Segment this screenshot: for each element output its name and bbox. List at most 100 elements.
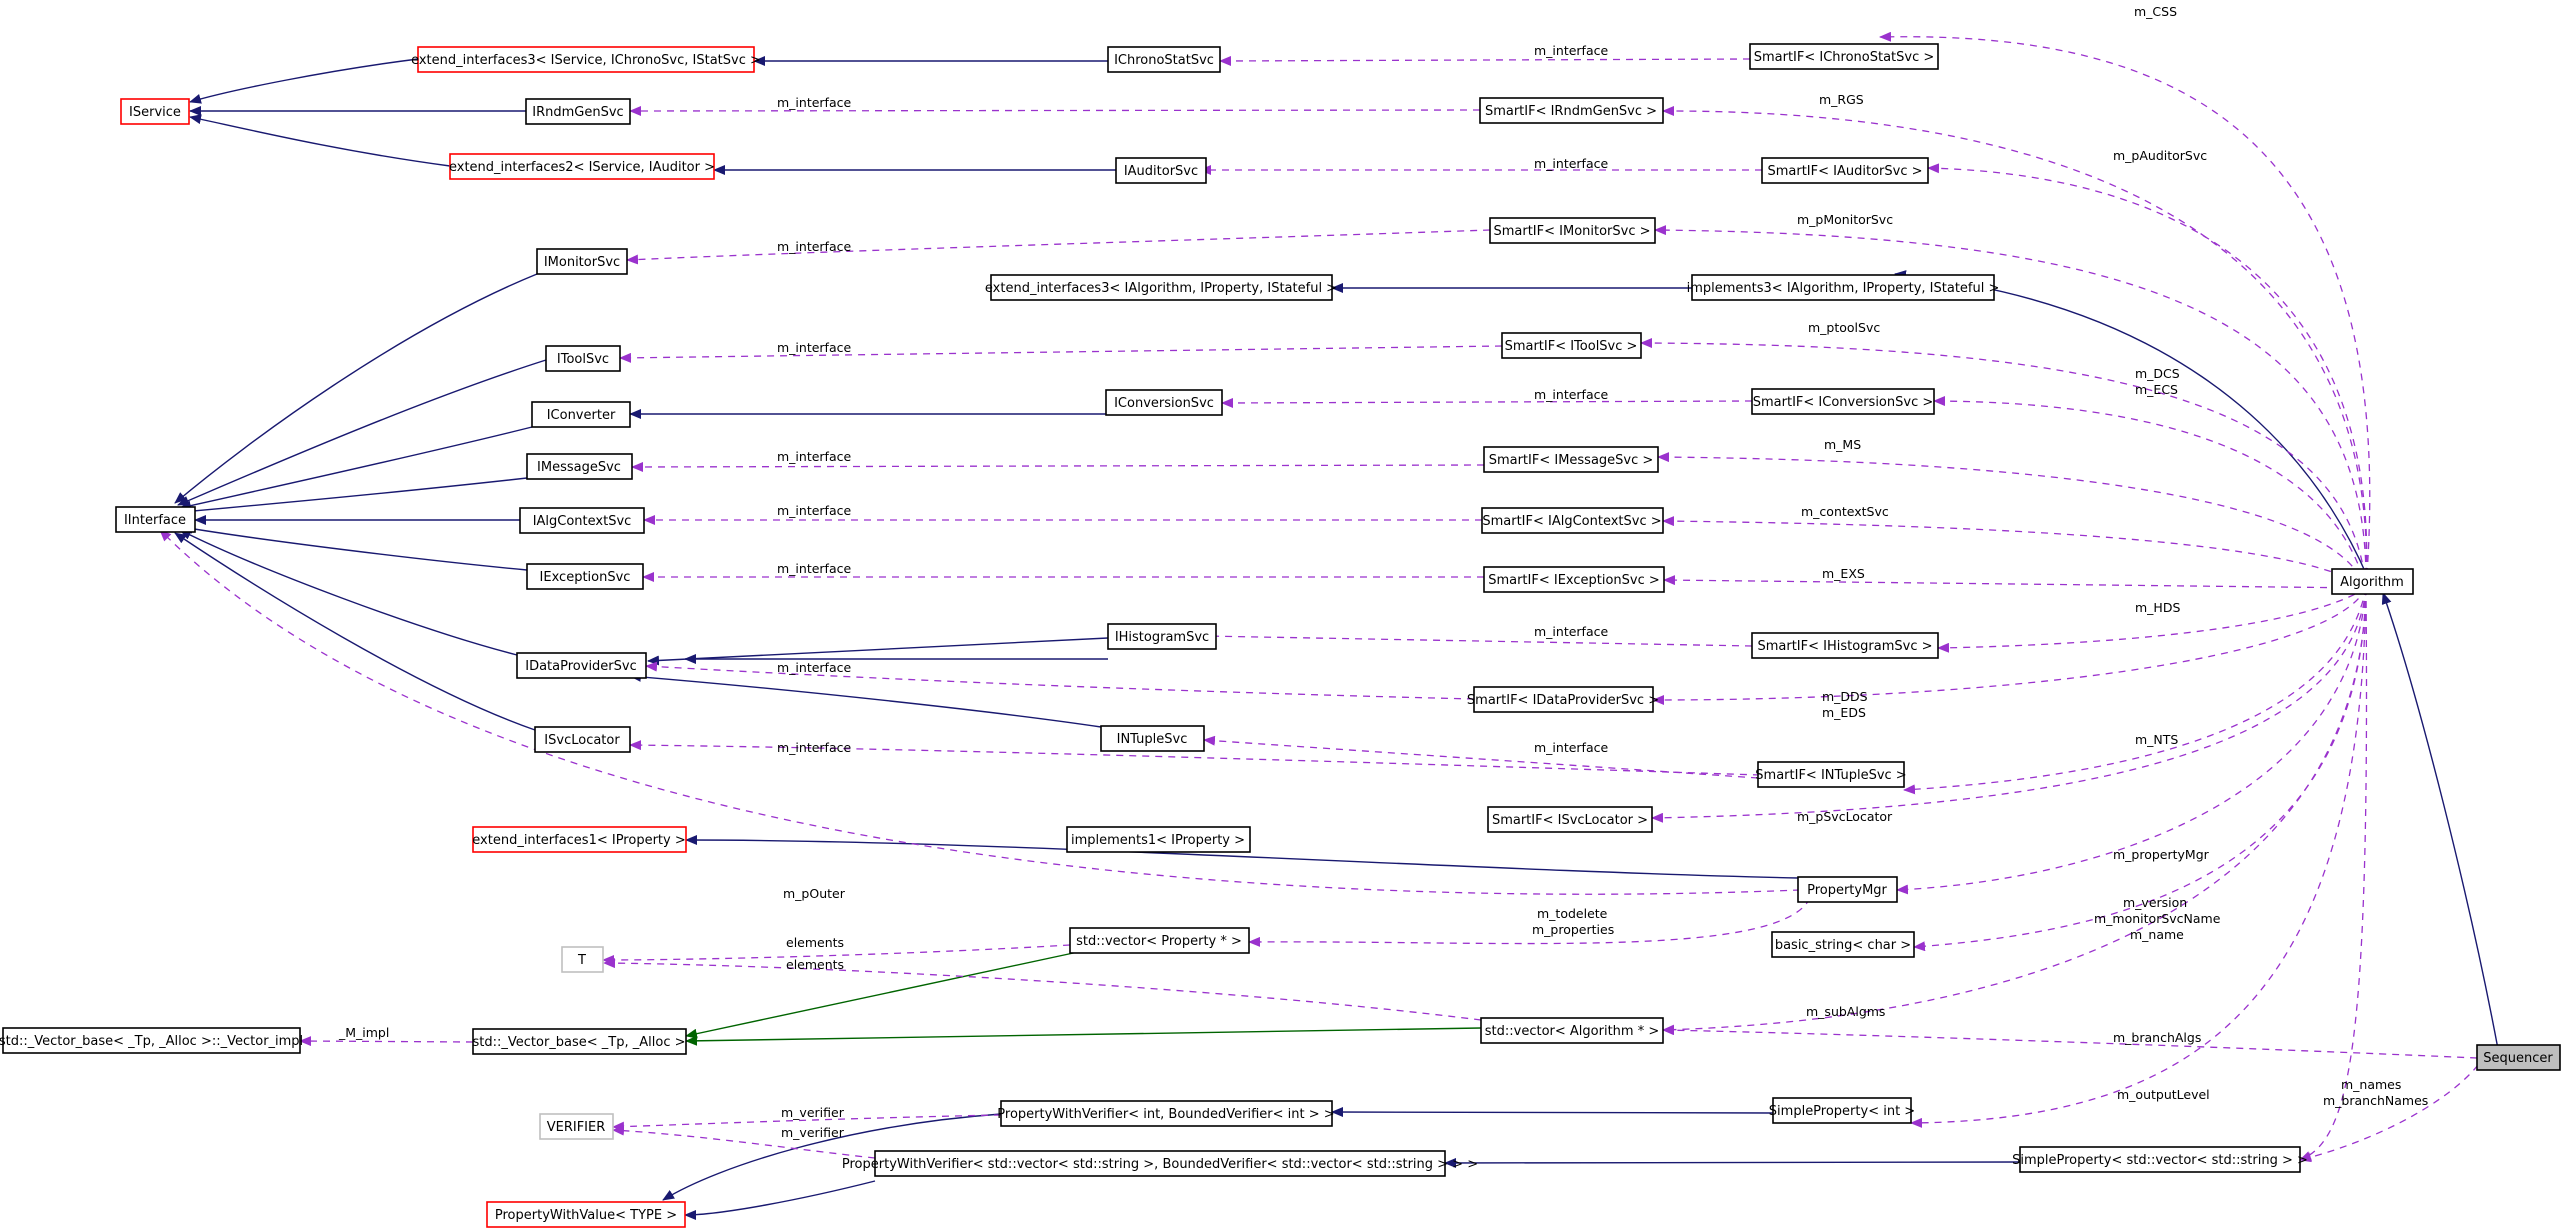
node-algorithm[interactable]: Algorithm	[2331, 568, 2414, 595]
node-label: extend_interfaces2< IService, IAuditor >	[449, 160, 715, 175]
node-ichronostatsvc[interactable]: IChronoStatSvc	[1107, 46, 1221, 73]
node-label: IAuditorSvc	[1124, 164, 1198, 179]
node-implements3[interactable]: implements3< IAlgorithm, IProperty, ISta…	[1687, 274, 2000, 301]
node-smartif-ihistogramsvc[interactable]: SmartIF< IHistogramSvc >	[1751, 632, 1939, 659]
node-label: extend_interfaces3< IService, IChronoSvc…	[411, 53, 761, 68]
node-iinterface[interactable]: IInterface	[115, 506, 196, 533]
node-label: implements1< IProperty >	[1071, 833, 1245, 848]
node-imonitorsvc[interactable]: IMonitorSvc	[536, 248, 628, 275]
node-vector-property[interactable]: std::vector< Property * >	[1069, 927, 1250, 954]
node-ihistogramsvc[interactable]: IHistogramSvc	[1107, 623, 1217, 650]
node-implements1-iproperty[interactable]: implements1< IProperty >	[1066, 826, 1251, 853]
edge-label: m_properties	[1532, 922, 1614, 937]
node-label: SmartIF< IAuditorSvc >	[1767, 164, 1922, 179]
node-label: IConversionSvc	[1114, 396, 1214, 411]
edge-label: m_ECS	[2135, 382, 2178, 397]
node-label: SmartIF< IMessageSvc >	[1489, 453, 1654, 468]
node-isvclocator[interactable]: ISvcLocator	[534, 726, 631, 753]
edge-label: m_verifier	[781, 1105, 845, 1120]
node-label: std::vector< Property * >	[1076, 934, 1242, 949]
edge-label: m_branchNames	[2323, 1093, 2428, 1108]
node-propertywithverifier-vector[interactable]: PropertyWithVerifier< std::vector< std::…	[842, 1150, 1478, 1177]
node-simpleproperty-int[interactable]: SimpleProperty< int >	[1769, 1097, 1915, 1124]
node-sequencer[interactable]: Sequencer	[2476, 1044, 2561, 1071]
node-label: Sequencer	[2483, 1051, 2553, 1066]
node-label: IMonitorSvc	[544, 255, 620, 270]
edge-label: m_interface	[777, 660, 851, 675]
node-vector-base[interactable]: std::_Vector_base< _Tp, _Alloc >	[472, 1028, 687, 1055]
node-label: SmartIF< IMonitorSvc >	[1493, 224, 1650, 239]
node-simpleproperty-vector[interactable]: SimpleProperty< std::vector< std::string…	[2012, 1146, 2308, 1173]
node-smartif-ichronostatsvc[interactable]: SmartIF< IChronoStatSvc >	[1749, 43, 1939, 70]
node-iconverter[interactable]: IConverter	[531, 401, 631, 428]
node-label: SmartIF< IRndmGenSvc >	[1485, 104, 1657, 119]
edge-label: m_monitorSvcName	[2094, 911, 2221, 926]
edge-label: _M_impl	[338, 1025, 389, 1040]
node-smartif-iauditorsvc[interactable]: SmartIF< IAuditorSvc >	[1761, 157, 1929, 184]
edge-label: m_todelete	[1537, 906, 1608, 921]
node-itoolsvc[interactable]: IToolSvc	[545, 345, 621, 372]
node-extend-interfaces3-chrono[interactable]: extend_interfaces3< IService, IChronoSvc…	[411, 46, 761, 73]
edge-label: m_propertyMgr	[2113, 847, 2210, 862]
node-smartif-intuplesvc[interactable]: SmartIF< INTupleSvc >	[1755, 761, 1907, 788]
node-irndmgensvc[interactable]: IRndmGenSvc	[525, 98, 631, 125]
node-label: SmartIF< IToolSvc >	[1505, 339, 1638, 354]
edge-label: m_interface	[777, 449, 851, 464]
inheritance-edges	[174, 56, 2499, 1220]
node-label: std::_Vector_base< _Tp, _Alloc >	[472, 1035, 685, 1050]
node-smartif-iexceptionsvc[interactable]: SmartIF< IExceptionSvc >	[1483, 566, 1665, 593]
node-propertymgr[interactable]: PropertyMgr	[1797, 876, 1898, 903]
node-smartif-isvclocator[interactable]: SmartIF< ISvcLocator >	[1487, 806, 1653, 833]
node-iconversionsvc[interactable]: IConversionSvc	[1105, 389, 1223, 416]
node-smartif-iconversionsvc[interactable]: SmartIF< IConversionSvc >	[1751, 388, 1935, 415]
node-label: SimpleProperty< std::vector< std::string…	[2012, 1153, 2308, 1168]
node-smartif-imonitorsvc[interactable]: SmartIF< IMonitorSvc >	[1489, 217, 1656, 244]
node-label: IInterface	[124, 513, 186, 528]
node-idataprovidersvc[interactable]: IDataProviderSvc	[516, 652, 647, 679]
node-extend-interfaces3-algorithm[interactable]: extend_interfaces3< IAlgorithm, IPropert…	[985, 274, 1337, 301]
node-label: VERIFIER	[547, 1120, 606, 1135]
node-label: std::_Vector_base< _Tp, _Alloc >::_Vecto…	[0, 1034, 303, 1049]
edge-label: m_EDS	[1822, 705, 1866, 720]
edge-label: m_NTS	[2135, 732, 2178, 747]
node-propertywithvalue[interactable]: PropertyWithValue< TYPE >	[486, 1201, 686, 1228]
node-label: extend_interfaces3< IAlgorithm, IPropert…	[985, 281, 1337, 296]
node-extend-interfaces2-auditor[interactable]: extend_interfaces2< IService, IAuditor >	[449, 153, 715, 180]
node-label: IMessageSvc	[537, 460, 621, 475]
node-ialgcontextsvc[interactable]: IAlgContextSvc	[519, 507, 645, 534]
node-label: IToolSvc	[557, 352, 609, 367]
node-label: PropertyMgr	[1807, 883, 1887, 898]
edge-label: m_branchAlgs	[2113, 1030, 2201, 1045]
nodes: IService extend_interfaces3< IService, I…	[0, 43, 2561, 1228]
node-label: PropertyWithVerifier< int, BoundedVerifi…	[997, 1107, 1334, 1122]
node-iauditorsvc[interactable]: IAuditorSvc	[1115, 157, 1207, 184]
node-propertywithverifier-int[interactable]: PropertyWithVerifier< int, BoundedVerifi…	[997, 1100, 1335, 1127]
node-iexceptionsvc[interactable]: IExceptionSvc	[526, 563, 644, 590]
node-vector-impl[interactable]: std::_Vector_base< _Tp, _Alloc >::_Vecto…	[0, 1027, 303, 1054]
node-verifier[interactable]: VERIFIER	[539, 1113, 614, 1140]
node-iservice[interactable]: IService	[120, 98, 190, 125]
node-smartif-imessagesvc[interactable]: SmartIF< IMessageSvc >	[1483, 446, 1659, 473]
node-smartif-idataprovidersvc[interactable]: SmartIF< IDataProviderSvc >	[1467, 686, 1659, 713]
node-extend-interfaces1-iproperty[interactable]: extend_interfaces1< IProperty >	[472, 826, 687, 853]
node-label: IDataProviderSvc	[525, 659, 637, 674]
template-instance-edges	[685, 951, 1482, 1046]
node-imessagesvc[interactable]: IMessageSvc	[526, 453, 633, 480]
node-template-t[interactable]: T	[561, 946, 604, 973]
node-intuplesvc[interactable]: INTupleSvc	[1100, 725, 1205, 752]
node-smartif-irndmgensvc[interactable]: SmartIF< IRndmGenSvc >	[1479, 97, 1664, 124]
node-smartif-ialgcontextsvc[interactable]: SmartIF< IAlgContextSvc >	[1481, 507, 1664, 534]
edge-label: m_ptoolSvc	[1808, 320, 1880, 335]
edge-label: m_names	[2341, 1077, 2401, 1092]
node-vector-algorithm[interactable]: std::vector< Algorithm * >	[1480, 1017, 1664, 1044]
node-label: SmartIF< INTupleSvc >	[1755, 768, 1906, 783]
node-smartif-itoolsvc[interactable]: SmartIF< IToolSvc >	[1501, 332, 1642, 359]
edge-label: m_contextSvc	[1801, 504, 1889, 519]
edge-label: m_HDS	[2135, 600, 2180, 615]
edge-label: elements	[786, 957, 844, 972]
edge-label: m_name	[2130, 927, 2184, 942]
node-label: SmartIF< IDataProviderSvc >	[1467, 693, 1659, 708]
node-basic-string-char[interactable]: basic_string< char >	[1771, 931, 1915, 958]
edge-label: m_outputLevel	[2117, 1087, 2210, 1102]
